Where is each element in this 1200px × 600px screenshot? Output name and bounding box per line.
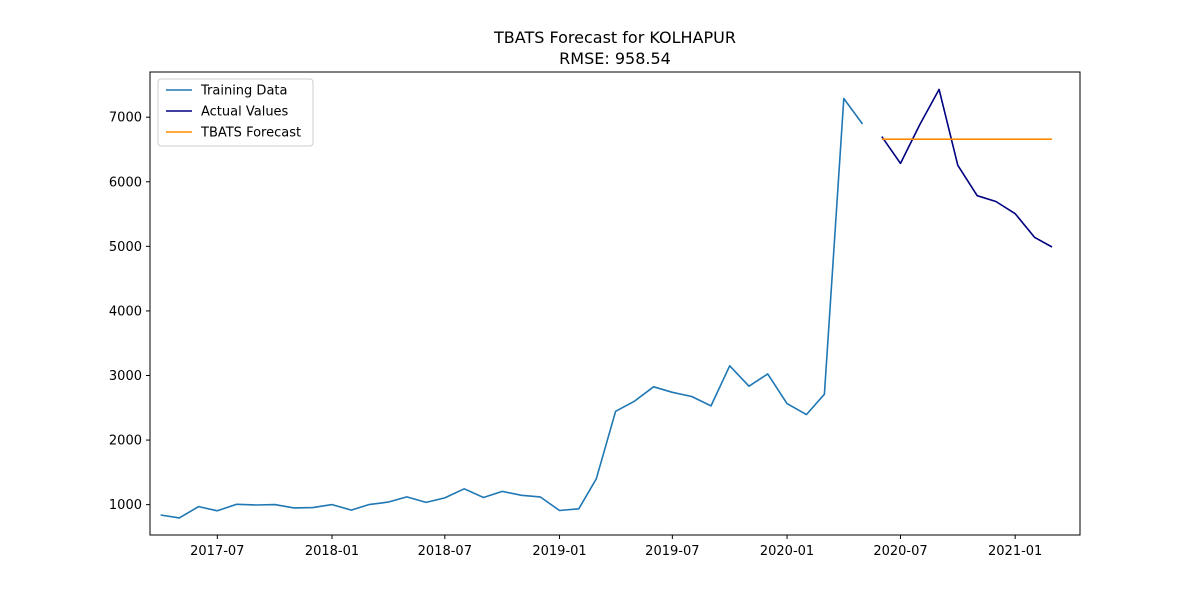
y-tick-label: 4000: [109, 304, 142, 319]
y-tick-label: 3000: [109, 369, 142, 384]
legend-label-training-data: Training Data: [200, 84, 287, 99]
x-tick-label: 2018-01: [305, 544, 359, 559]
x-tick-label: 2021-01: [988, 544, 1042, 559]
x-axis: 2017-07 2018-01 2018-07 2019-01 2019-07 2020-…: [190, 535, 1042, 559]
y-tick-label: 7000: [109, 111, 142, 126]
x-tick-label: 2019-01: [532, 544, 586, 559]
x-tick-label: 2019-07: [645, 544, 699, 559]
plot-frame: [149, 71, 1081, 536]
y-tick-label: 1000: [109, 498, 142, 513]
y-tick-label: 5000: [109, 240, 142, 255]
y-tick-label: 6000: [109, 175, 142, 190]
series-layer: [160, 88, 1053, 519]
legend-label-tbats-forecast: TBATS Forecast: [200, 126, 301, 141]
legend: Training Data Actual Values TBATS Forecast: [157, 78, 314, 147]
legend-box: [157, 78, 314, 147]
y-tick-label: 2000: [109, 434, 142, 449]
x-tick-label: 2020-01: [760, 544, 814, 559]
y-axis: 1000 2000 3000 4000 5000 6000 7000: [109, 111, 150, 513]
series-line-actual-values: [881, 88, 1053, 248]
legend-label-actual-values: Actual Values: [201, 105, 289, 120]
x-tick-label: 2020-07: [873, 544, 927, 559]
x-tick-label: 2017-07: [190, 544, 244, 559]
chart-title: TBATS Forecast for KOLHAPUR: [493, 28, 736, 47]
x-tick-label: 2018-07: [418, 544, 472, 559]
chart-subtitle: RMSE: 958.54: [559, 49, 671, 68]
series-line-training-data: [160, 97, 864, 519]
